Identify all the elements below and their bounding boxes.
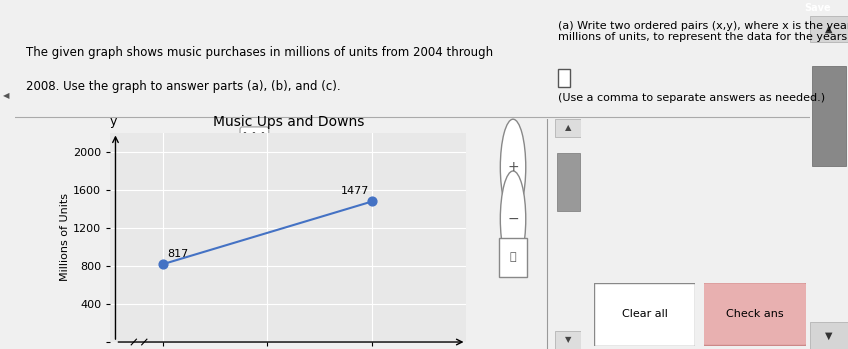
Bar	[555, 119, 581, 137]
Bar	[557, 153, 580, 211]
Text: Clear all: Clear all	[622, 309, 667, 319]
Text: −: −	[507, 212, 519, 226]
Text: (Use a comma to separate answers as needed.): (Use a comma to separate answers as need…	[558, 93, 825, 103]
Text: ⧉: ⧉	[510, 252, 516, 262]
FancyBboxPatch shape	[700, 283, 809, 346]
Text: y: y	[109, 115, 116, 128]
Text: ▲: ▲	[825, 24, 833, 34]
Bar	[499, 238, 527, 276]
Text: ▼: ▼	[565, 335, 572, 344]
Bar	[812, 66, 846, 166]
Point	[365, 199, 379, 204]
Text: ◀: ◀	[3, 91, 9, 100]
Text: The given graph shows music purchases in millions of units from 2004 through: The given graph shows music purchases in…	[26, 45, 493, 59]
Bar	[810, 16, 848, 42]
Title: Music Ups and Downs: Music Ups and Downs	[213, 115, 364, 129]
Bar	[810, 322, 848, 349]
Text: ▲: ▲	[565, 124, 572, 132]
Circle shape	[500, 119, 526, 215]
Bar	[558, 69, 571, 87]
Point	[156, 261, 170, 267]
Bar	[555, 331, 581, 349]
Text: +: +	[507, 160, 519, 174]
Text: 2008. Use the graph to answer parts (a), (b), and (c).: 2008. Use the graph to answer parts (a),…	[26, 80, 341, 93]
Circle shape	[500, 171, 526, 267]
Text: ▼: ▼	[825, 331, 833, 341]
Text: • • •: • • •	[243, 129, 266, 139]
Text: Check ans: Check ans	[726, 309, 784, 319]
Text: x: x	[468, 347, 476, 349]
Text: 817: 817	[167, 249, 188, 259]
Text: Save: Save	[805, 3, 831, 13]
Y-axis label: Millions of Units: Millions of Units	[60, 193, 70, 281]
Text: (a) Write two ordered pairs (x,y), where x is the year and y is purchases
millio: (a) Write two ordered pairs (x,y), where…	[558, 21, 848, 42]
Text: 1477: 1477	[341, 186, 369, 196]
